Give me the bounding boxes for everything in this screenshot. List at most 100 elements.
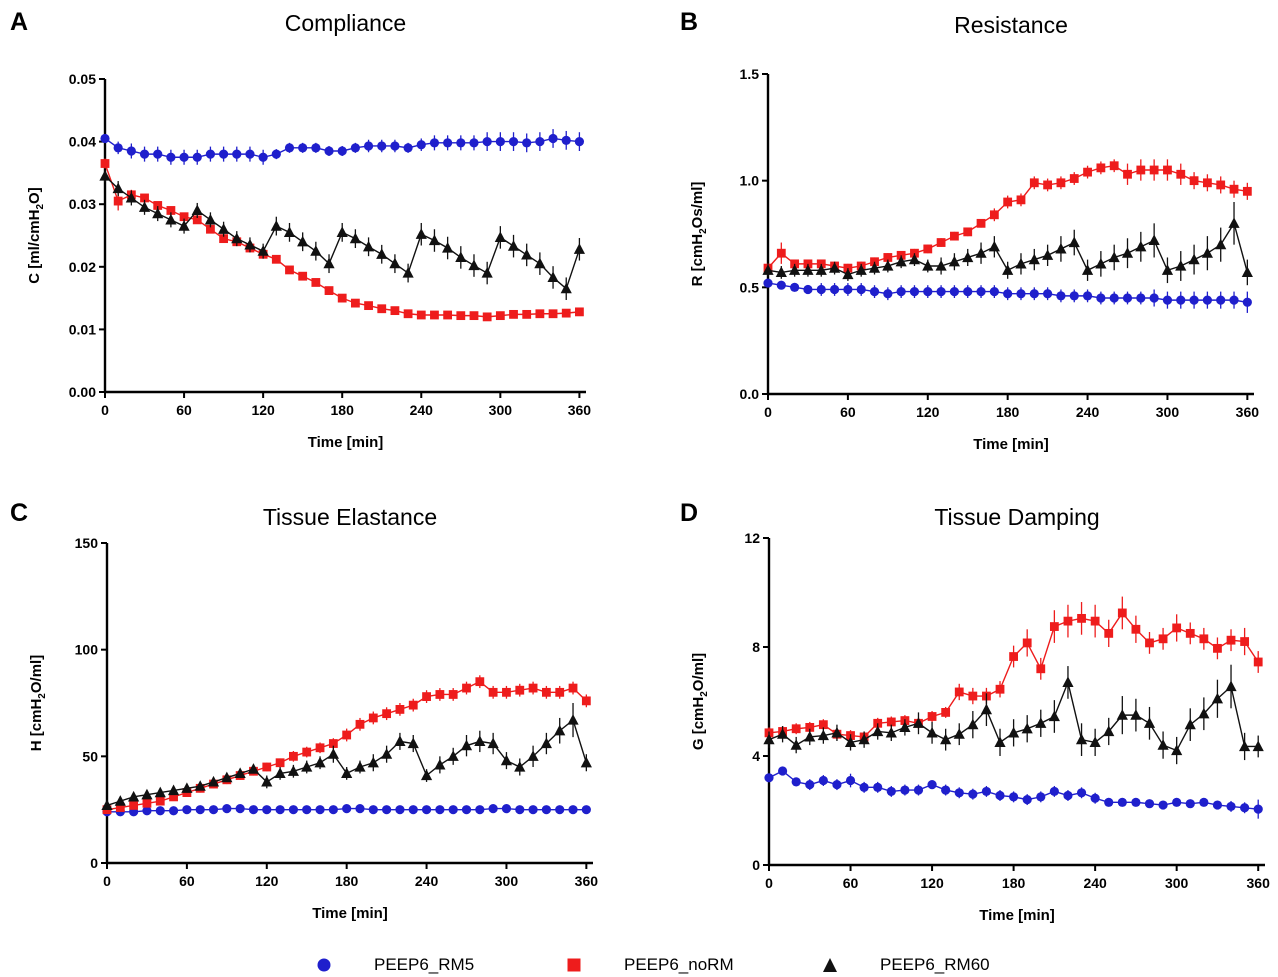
series-peep6-rm5 [764, 766, 1263, 819]
data-point [403, 143, 413, 153]
data-point [244, 238, 256, 250]
data-point [873, 782, 883, 792]
data-point [1075, 733, 1088, 745]
data-point [245, 149, 255, 159]
data-point [154, 786, 166, 798]
data-point [327, 748, 339, 759]
data-point [1240, 803, 1250, 813]
data-point [363, 141, 374, 151]
x-tick-label: 360 [568, 402, 592, 418]
data-point [502, 687, 511, 697]
data-point [422, 692, 431, 701]
data-point [541, 805, 551, 815]
data-point [1201, 247, 1213, 258]
y-tick-label: 0.04 [69, 134, 96, 150]
data-point [115, 803, 125, 812]
data-point [900, 785, 910, 795]
y-axis-label-part: C [ml/cmH [26, 210, 43, 284]
data-point [460, 739, 473, 751]
panel-letter: B [680, 8, 698, 36]
data-point [941, 708, 951, 717]
data-point [1189, 176, 1199, 186]
y-axis-label-part: G [cmH [690, 697, 707, 750]
data-point [495, 137, 505, 147]
data-point [522, 309, 532, 319]
data-point [1135, 240, 1147, 252]
data-point [1176, 169, 1186, 179]
data-point [310, 245, 322, 256]
data-point [381, 748, 393, 759]
data-point [341, 767, 353, 778]
data-point [843, 284, 853, 295]
data-point [805, 722, 815, 732]
data-point [936, 287, 946, 297]
legend: PEEP6_RM5 PEEP6_noRM PEEP6_RM60 [0, 950, 1278, 977]
data-point [804, 730, 816, 742]
data-point [362, 240, 375, 252]
chart-title: Compliance [285, 10, 406, 36]
data-point [205, 149, 216, 159]
data-point [342, 730, 352, 740]
data-point [922, 260, 934, 271]
data-point [1136, 165, 1146, 175]
data-point [469, 311, 479, 321]
data-point [142, 806, 152, 816]
data-point [816, 284, 826, 295]
data-point [515, 685, 525, 695]
data-point [328, 739, 338, 748]
data-point [1171, 744, 1183, 756]
data-point [1131, 797, 1141, 807]
y-tick-label: 150 [75, 535, 99, 551]
data-point [1055, 242, 1067, 254]
data-point [1015, 257, 1027, 269]
data-point [481, 267, 493, 278]
data-point [390, 141, 400, 151]
data-point [315, 743, 325, 753]
data-point [1252, 740, 1264, 752]
data-point [141, 788, 153, 800]
x-tick-label: 300 [1165, 875, 1189, 891]
data-point [1035, 717, 1047, 728]
x-tick-label: 300 [1156, 404, 1180, 420]
data-point [1199, 634, 1209, 644]
data-point [1185, 628, 1195, 638]
data-point [1062, 676, 1074, 688]
data-point [1202, 295, 1212, 305]
data-point [364, 301, 373, 311]
data-point [402, 267, 414, 278]
data-point [368, 713, 378, 723]
data-point [831, 726, 843, 738]
data-point [1002, 264, 1014, 275]
data-point [1056, 178, 1066, 188]
y-tick-label: 0 [90, 855, 98, 871]
data-point [954, 788, 964, 798]
data-point [1109, 293, 1119, 303]
legend-item-peep6-norm: PEEP6_noRM [566, 954, 734, 976]
data-point [1016, 289, 1026, 299]
data-point [527, 750, 539, 761]
data-point [581, 696, 591, 706]
panel-c: C Tissue Elastance 0 50 100 150 0 60 120 180 240 30… [10, 499, 598, 922]
series-line [768, 611, 1259, 738]
data-point [350, 143, 360, 153]
data-point [1216, 180, 1226, 190]
data-point [1189, 295, 1199, 305]
data-point [166, 206, 176, 215]
data-point [271, 149, 281, 159]
data-point [1241, 266, 1253, 277]
data-point [311, 143, 321, 153]
data-point [140, 193, 149, 203]
data-point [1063, 790, 1073, 801]
data-point [1104, 797, 1114, 807]
data-point [1215, 238, 1227, 250]
data-point [1212, 800, 1223, 810]
data-point [791, 777, 801, 787]
data-point [475, 677, 485, 687]
data-point [219, 234, 229, 244]
panel-a: A Compliance 0.00 0.01 0.02 0.03 0.04 0.05 0 60 12… [10, 8, 591, 451]
data-point [262, 762, 272, 772]
data-point [287, 765, 300, 776]
data-point [1028, 253, 1040, 265]
data-point [1109, 161, 1119, 171]
